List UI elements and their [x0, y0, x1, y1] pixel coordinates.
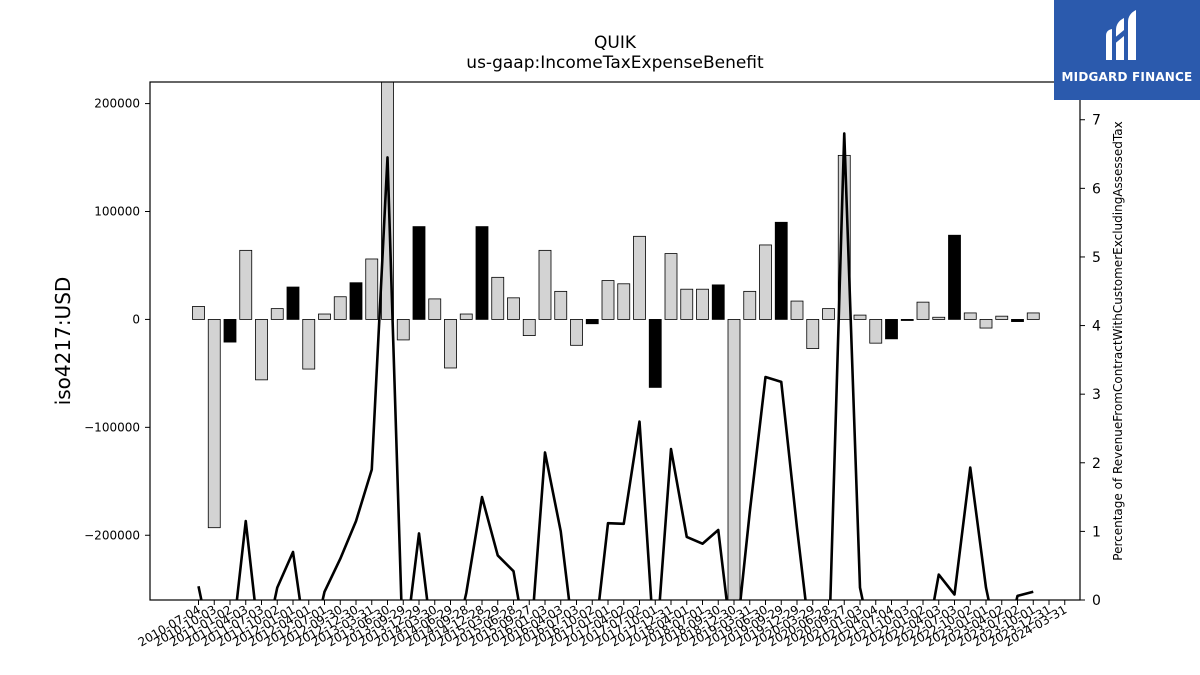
bar-2016-07-03 [570, 319, 583, 346]
y-tick-label: 100000 [94, 205, 140, 219]
logo-mark-icon [1106, 10, 1136, 60]
bar-2014-12-28 [475, 226, 489, 320]
bar-2018-04-01 [680, 288, 694, 320]
bar-2020-06-28 [822, 308, 835, 320]
bar-2016-10-02 [585, 319, 599, 325]
y-axis-right: 0 1 2 3 4 5 6 7 [1080, 113, 1101, 609]
bar-2021-01-03 [853, 314, 867, 320]
bar-2018-12-30 [727, 319, 741, 601]
bar-2010-07-04 [192, 306, 205, 320]
bar-2019-06-30 [759, 244, 772, 320]
bar-2017-04-02 [617, 283, 631, 320]
bar-2019-09-29 [774, 221, 788, 320]
y2-axis-label: Percentage of RevenueFromContractWithCus… [1111, 121, 1125, 560]
bar-2019-12-29 [790, 300, 804, 320]
revenue-percentage-line [197, 132, 1034, 600]
y2-tick-label: 2 [1092, 456, 1101, 472]
x-axis: 2010-07-042010-10-032011-01-022011-04-03… [136, 600, 1069, 649]
y2-tick-label: 0 [1092, 593, 1101, 609]
y2-tick-label: 6 [1092, 181, 1101, 197]
bar-2012-04-01 [302, 319, 316, 370]
y2-tick-label: 5 [1092, 250, 1101, 266]
bar-2011-01-02 [223, 319, 237, 343]
bar-2023-10-01 [1026, 312, 1040, 320]
y-tick-label: 200000 [94, 97, 140, 111]
bar-2013-03-31 [365, 258, 379, 320]
midgard-finance-logo: MIDGARD FINANCE [1054, 0, 1200, 100]
bar-2020-03-29 [806, 319, 820, 349]
bar-2016-04-03 [554, 290, 568, 320]
bar-2023-01-01 [979, 319, 993, 329]
y-axis-label: iso4217:USD [51, 277, 75, 406]
bar-2015-09-27 [522, 319, 536, 337]
bar-2017-10-01 [648, 319, 662, 388]
bar-2023-04-02 [995, 315, 1009, 320]
bar-2018-09-30 [711, 284, 725, 320]
y-tick-label: −200000 [84, 528, 140, 542]
y2-tick-label: 1 [1092, 524, 1101, 540]
y-tick-label: −100000 [84, 420, 140, 434]
bar-2022-07-03 [948, 234, 961, 320]
bar-2022-10-02 [963, 312, 977, 320]
bar-series [192, 81, 1040, 601]
chart-title: QUIK [594, 33, 637, 53]
bar-2017-12-31 [664, 253, 678, 320]
bar-2017-07-02 [633, 235, 646, 320]
y2-tick-label: 3 [1092, 387, 1101, 403]
bar-2017-01-01 [601, 280, 615, 320]
bar-2019-03-31 [743, 290, 757, 320]
chart-subtitle: us-gaap:IncomeTaxExpenseBenefit [466, 53, 764, 73]
bar-2018-07-01 [696, 288, 709, 320]
bar-2016-01-03 [538, 249, 552, 320]
bar-2014-06-29 [444, 319, 457, 369]
bar-2014-03-30 [428, 298, 442, 320]
y-tick-label: 0 [132, 312, 140, 326]
bar-2021-07-04 [885, 319, 898, 340]
plot-frame [149, 81, 1081, 601]
bar-2012-07-01 [318, 313, 331, 320]
bar-2015-06-28 [507, 297, 520, 320]
bar-2022-01-02 [916, 301, 930, 320]
y2-tick-label: 4 [1092, 319, 1101, 335]
bar-2012-12-30 [349, 282, 363, 320]
bar-2011-07-03 [255, 319, 268, 381]
bar-2013-12-29 [412, 226, 426, 320]
bar-2011-10-02 [270, 308, 284, 320]
bar-2023-07-02 [1011, 319, 1024, 322]
bar-2021-10-03 [900, 319, 914, 321]
bar-2012-09-30 [333, 296, 347, 320]
bar-2013-09-29 [396, 319, 410, 341]
bar-2012-01-01 [286, 286, 300, 320]
bar-2014-09-28 [459, 313, 473, 320]
logo-text: MIDGARD FINANCE [1061, 70, 1193, 84]
bar-2021-04-04 [869, 319, 883, 344]
bar-2011-04-03 [239, 249, 253, 320]
y2-tick-label: 7 [1092, 113, 1101, 129]
bar-2015-03-29 [491, 276, 505, 320]
line-series [197, 132, 1034, 600]
y-axis-left: −200000 −100000 0 100000 200000 [84, 97, 150, 542]
bar-2010-10-03 [207, 319, 221, 529]
bar-2022-04-03 [932, 316, 946, 320]
